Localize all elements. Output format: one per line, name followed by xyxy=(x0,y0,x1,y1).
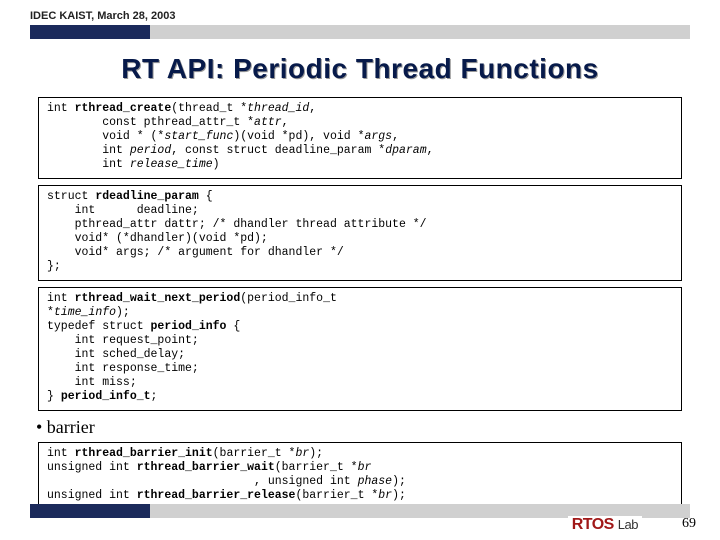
code-barrier: int rthread_barrier_init(barrier_t *br);… xyxy=(38,442,682,510)
code-period-info: int rthread_wait_next_period(period_info… xyxy=(38,287,682,411)
page-number: 69 xyxy=(682,516,696,532)
page-title: RT API: Periodic Thread Functions xyxy=(30,53,690,85)
rtos-logo: RTOS Lab xyxy=(568,516,642,534)
logo-sub: Lab xyxy=(618,517,638,532)
footer: RTOS Lab 69 xyxy=(30,504,690,532)
slide-page: IDEC KAIST, March 28, 2003 RT API: Perio… xyxy=(0,0,720,540)
topbar-navy xyxy=(30,25,150,39)
bullet-barrier: • barrier xyxy=(36,417,690,438)
top-divider xyxy=(30,25,690,39)
code-rdeadline-param: struct rdeadline_param { int deadline; p… xyxy=(38,185,682,281)
logo-main: RTOS xyxy=(572,516,614,533)
header-label: IDEC KAIST, March 28, 2003 xyxy=(30,10,690,22)
topbar-gray xyxy=(150,25,690,39)
footbar-navy xyxy=(30,504,150,518)
code-rthread-create: int rthread_create(thread_t *thread_id, … xyxy=(38,97,682,179)
